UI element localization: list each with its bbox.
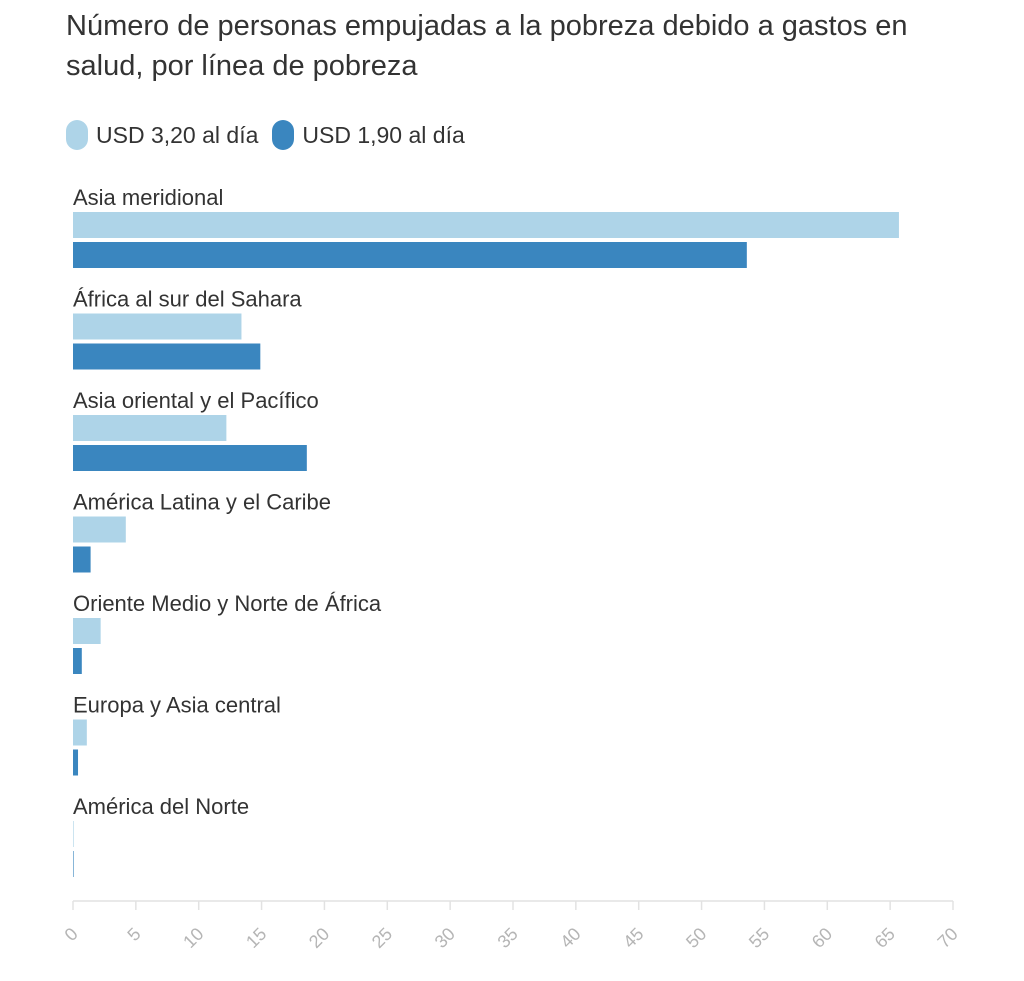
bar-usd-1-90[interactable] — [73, 851, 74, 877]
x-tick-label: 40 — [556, 924, 584, 952]
x-tick-label: 0 — [61, 924, 82, 945]
x-tick-label: 25 — [368, 924, 396, 952]
legend-label-usd-1-90: USD 1,90 al día — [302, 121, 465, 148]
bar-usd-3-20[interactable] — [73, 313, 242, 340]
legend-label-usd-3-20: USD 3,20 al día — [96, 121, 259, 148]
chart-title: Número de personas empujadas a la pobrez… — [66, 10, 908, 82]
category-label: África al sur del Sahara — [73, 287, 302, 312]
x-tick-label: 5 — [123, 924, 144, 945]
x-tick-label: 15 — [242, 924, 270, 952]
x-tick-label: 10 — [179, 924, 207, 952]
category-label: América Latina y el Caribe — [73, 490, 331, 515]
bar-usd-1-90[interactable] — [73, 749, 79, 776]
bar-usd-1-90[interactable] — [73, 242, 747, 268]
bar-usd-1-90[interactable] — [73, 343, 261, 370]
category-label: Asia meridional — [73, 185, 223, 210]
category-label: Asia oriental y el Pacífico — [73, 388, 319, 413]
x-tick-label: 70 — [934, 924, 962, 952]
bar-usd-3-20[interactable] — [73, 821, 74, 847]
legend-swatch-usd-3-20 — [66, 120, 88, 150]
bar-usd-1-90[interactable] — [73, 546, 91, 573]
bar-usd-1-90[interactable] — [73, 445, 307, 471]
legend: USD 3,20 al día USD 1,90 al día — [66, 118, 479, 152]
x-tick-label: 35 — [494, 924, 522, 952]
x-tick-label: 60 — [808, 924, 836, 952]
category-label: América del Norte — [73, 794, 249, 819]
x-tick-label: 65 — [871, 924, 899, 952]
legend-item-usd-1-90[interactable]: USD 1,90 al día — [272, 120, 465, 150]
bar-usd-3-20[interactable] — [73, 516, 126, 543]
category-label: Oriente Medio y Norte de África — [73, 591, 382, 616]
x-tick-label: 50 — [682, 924, 710, 952]
x-tick-label: 20 — [305, 924, 333, 952]
category-label: Europa y Asia central — [73, 693, 281, 718]
bar-usd-3-20[interactable] — [73, 212, 899, 238]
x-tick-label: 55 — [745, 924, 773, 952]
x-tick-label: 30 — [431, 924, 459, 952]
bar-usd-3-20[interactable] — [73, 719, 87, 746]
legend-item-usd-3-20[interactable]: USD 3,20 al día — [66, 120, 258, 150]
bar-usd-3-20[interactable] — [73, 415, 227, 441]
x-tick-label: 45 — [619, 924, 647, 952]
bar-usd-1-90[interactable] — [73, 648, 82, 674]
bar-usd-3-20[interactable] — [73, 618, 101, 644]
legend-swatch-usd-1-90 — [272, 120, 295, 150]
